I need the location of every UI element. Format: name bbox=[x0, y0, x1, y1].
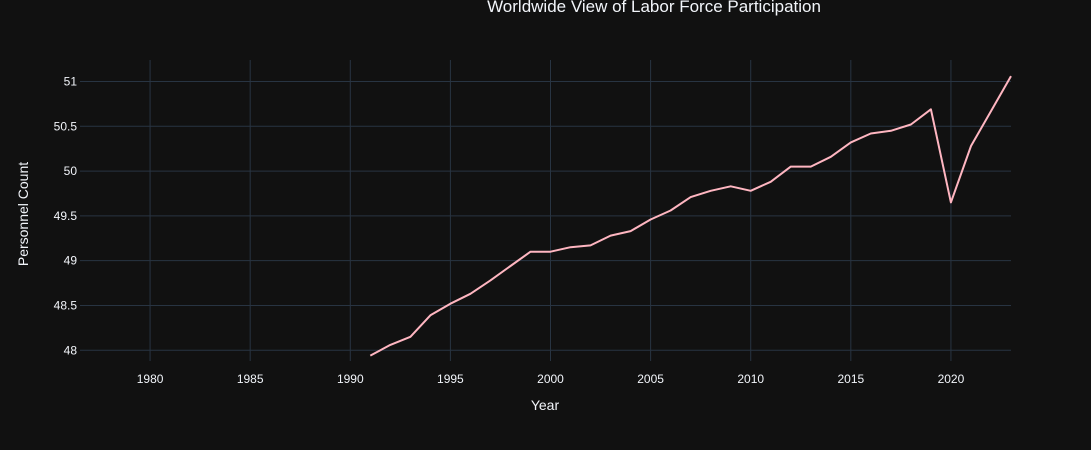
x-tick-label: 1995 bbox=[437, 372, 464, 386]
x-axis-title: Year bbox=[531, 397, 560, 413]
y-tick-label: 50 bbox=[64, 164, 78, 178]
y-tick-label: 48.5 bbox=[54, 298, 78, 312]
y-tick-label: 49.5 bbox=[54, 209, 78, 223]
x-tick-label: 2010 bbox=[737, 372, 764, 386]
y-tick-label: 50.5 bbox=[54, 119, 78, 133]
x-tick-label: 1990 bbox=[337, 372, 364, 386]
x-tick-label: 2020 bbox=[938, 372, 965, 386]
tick-layer: 1980 1985 1990 1995 2000 2005 2010 2015 2020 48 48… bbox=[54, 75, 965, 387]
y-axis-title: Personnel Count bbox=[15, 162, 31, 266]
x-tick-label: 2005 bbox=[637, 372, 664, 386]
series-layer bbox=[369, 75, 1012, 357]
y-tick-label: 49 bbox=[64, 254, 78, 268]
x-tick-label: 1980 bbox=[137, 372, 164, 386]
grid-layer bbox=[80, 60, 1011, 361]
x-tick-label: 2015 bbox=[837, 372, 864, 386]
y-tick-label: 51 bbox=[64, 75, 78, 89]
x-tick-label: 1985 bbox=[237, 372, 264, 386]
x-tick-label: 2000 bbox=[537, 372, 564, 386]
series-line bbox=[369, 75, 1012, 357]
y-tick-label: 48 bbox=[64, 343, 78, 357]
chart-title: Worldwide View of Labor Force Participat… bbox=[487, 0, 821, 16]
